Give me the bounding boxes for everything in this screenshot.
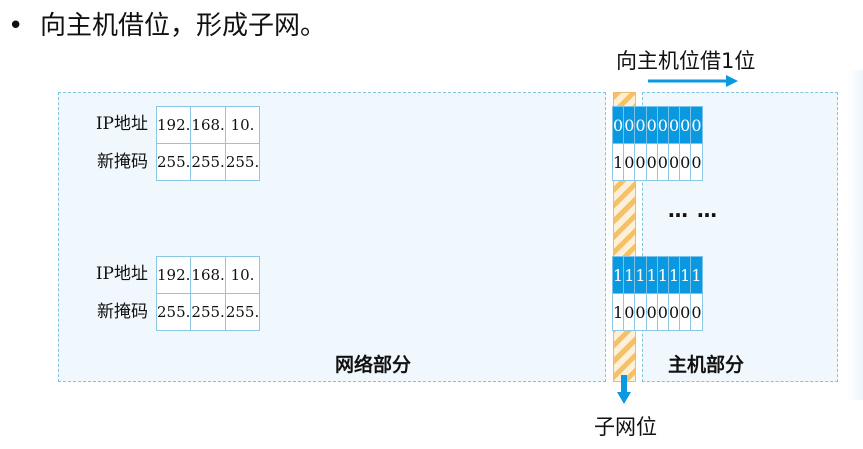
- subnet-bit-label: 子网位: [594, 415, 657, 439]
- down-arrow-icon: [617, 375, 631, 404]
- mask-octet: 255.: [155, 293, 192, 331]
- mask-bit: 0: [656, 293, 669, 331]
- ip-bit: 1: [679, 256, 692, 294]
- host-part-label: 主机部分: [668, 354, 745, 376]
- ip-label: IP地址: [95, 264, 148, 284]
- ip-bit: 0: [667, 106, 681, 144]
- ip-bit: 0: [645, 106, 658, 144]
- mask-bit: 0: [656, 143, 669, 181]
- ip-bit-row: 0 0 0 0 0 0 0 0: [611, 106, 703, 144]
- mask-bit: 0: [679, 293, 692, 331]
- mask-octet-row: 255. 255. 255.: [155, 293, 261, 331]
- ip-bit: 1: [611, 256, 625, 294]
- slide-heading: 向主机借位，形成子网。: [40, 11, 327, 41]
- borrow-arrow-icon: [648, 75, 738, 87]
- decorative-edge: [848, 70, 863, 400]
- mask-bit: 1: [611, 293, 625, 331]
- mask-octet-row: 255. 255. 255.: [155, 143, 261, 181]
- mask-bit: 0: [690, 293, 703, 331]
- ip-label: IP地址: [95, 114, 148, 134]
- mask-bit: 0: [634, 293, 647, 331]
- mask-bit: 0: [690, 143, 703, 181]
- mask-octet: 255.: [190, 293, 226, 331]
- mask-bit: 1: [611, 143, 625, 181]
- mask-bit: 0: [645, 143, 658, 181]
- ip-bit: 0: [611, 106, 625, 144]
- ip-bit: 1: [634, 256, 647, 294]
- network-part-label: 网络部分: [335, 354, 412, 376]
- mask-bit: 0: [667, 143, 681, 181]
- mask-octet: 255.: [224, 143, 261, 181]
- ip-octet-row: 192. 168. 10.: [155, 256, 261, 294]
- ip-octet: 10.: [224, 106, 261, 144]
- mask-bit: 0: [634, 143, 647, 181]
- mask-bit-row: 1 0 0 0 0 0 0 0: [611, 293, 703, 331]
- ip-octet: 168.: [190, 106, 226, 144]
- mask-bit: 0: [645, 293, 658, 331]
- mask-bit: 0: [623, 293, 636, 331]
- ip-bit: 0: [656, 106, 669, 144]
- ip-bit: 1: [690, 256, 703, 294]
- mask-octet: 255.: [190, 143, 226, 181]
- ip-bit: 1: [645, 256, 658, 294]
- network-part-region: [58, 92, 606, 382]
- borrow-label: 向主机位借1位: [616, 49, 756, 73]
- octet-table: 192. 168. 10. 255. 255. 255.: [155, 106, 261, 181]
- mask-bit: 0: [623, 143, 636, 181]
- mask-label: 新掩码: [97, 152, 148, 172]
- ip-bit: 0: [623, 106, 636, 144]
- ip-octet: 10.: [224, 256, 261, 294]
- mask-octet: 255.: [224, 293, 261, 331]
- mask-bit: 0: [667, 293, 681, 331]
- octet-table: 192. 168. 10. 255. 255. 255.: [155, 256, 261, 331]
- ip-octet: 192.: [155, 106, 192, 144]
- ip-bit: 0: [690, 106, 703, 144]
- ip-octet: 192.: [155, 256, 192, 294]
- ip-bit: 1: [623, 256, 636, 294]
- bit-table: 0 0 0 0 0 0 0 0 1 0 0 0 0 0 0 0: [611, 106, 703, 181]
- ip-octet-row: 192. 168. 10.: [155, 106, 261, 144]
- bullet-point: •: [8, 11, 24, 41]
- ip-bit: 0: [679, 106, 692, 144]
- ip-bit-row: 1 1 1 1 1 1 1 1: [611, 256, 703, 294]
- ip-octet: 168.: [190, 256, 226, 294]
- ip-bit: 1: [656, 256, 669, 294]
- mask-bit: 0: [679, 143, 692, 181]
- bit-table: 1 1 1 1 1 1 1 1 1 0 0 0 0 0 0 0: [611, 256, 703, 331]
- ip-bit: 1: [667, 256, 681, 294]
- ip-bit: 0: [634, 106, 647, 144]
- mask-octet: 255.: [155, 143, 192, 181]
- ellipsis: … …: [668, 198, 718, 222]
- mask-label: 新掩码: [97, 302, 148, 322]
- mask-bit-row: 1 0 0 0 0 0 0 0: [611, 143, 703, 181]
